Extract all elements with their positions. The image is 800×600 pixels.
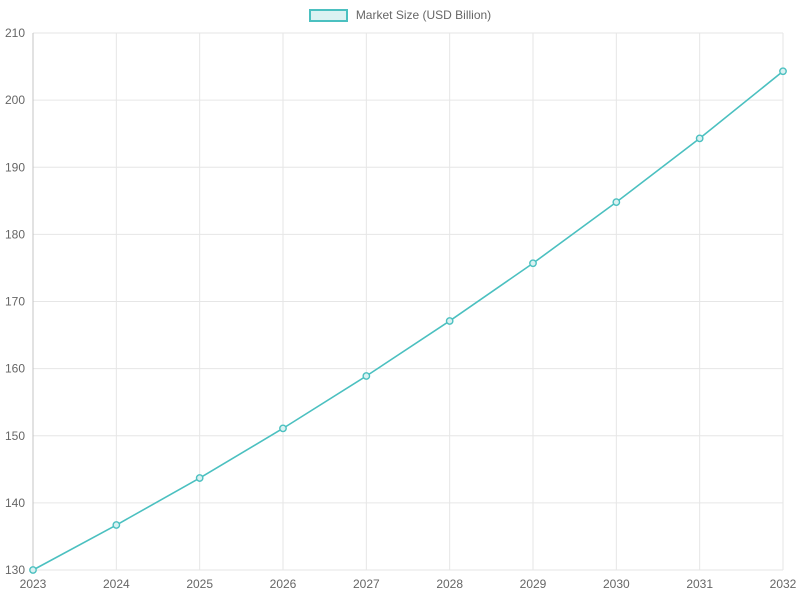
data-point[interactable]: [779, 67, 787, 76]
data-point[interactable]: [29, 566, 37, 574]
x-axis-tick-label: 2029: [520, 577, 547, 591]
data-point[interactable]: [612, 198, 621, 207]
data-point[interactable]: [445, 317, 454, 325]
y-axis-tick-label: 150: [5, 429, 25, 443]
x-axis-tick-label: 2028: [436, 577, 463, 591]
data-point[interactable]: [195, 474, 204, 482]
y-axis-tick-label: 190: [5, 160, 25, 174]
y-axis-tick-label: 130: [5, 563, 25, 577]
x-axis-tick-label: 2026: [270, 577, 297, 591]
x-axis-tick-label: 2023: [20, 577, 47, 591]
legend-swatch-icon: [308, 8, 348, 22]
y-axis-tick-label: 180: [5, 227, 25, 241]
data-point[interactable]: [695, 134, 704, 143]
data-line: [32, 70, 784, 571]
x-axis-tick-label: 2024: [103, 577, 130, 591]
data-point[interactable]: [112, 521, 121, 529]
legend-label: Market Size (USD Billion): [355, 8, 492, 22]
x-axis-tick-label: 2031: [686, 577, 713, 591]
y-axis-tick-label: 200: [5, 93, 25, 107]
y-axis-tick-label: 160: [5, 362, 25, 376]
x-axis-tick-label: 2027: [353, 577, 380, 591]
x-axis-tick-label: 2030: [603, 577, 630, 591]
x-axis-tick-label: 2032: [770, 577, 797, 591]
x-axis-tick-label: 2025: [186, 577, 213, 591]
data-point[interactable]: [279, 424, 287, 433]
data-point[interactable]: [529, 259, 537, 268]
y-axis-tick-label: 210: [5, 26, 25, 40]
y-axis-tick-label: 170: [5, 295, 25, 309]
legend-item[interactable]: Market Size (USD Billion): [0, 8, 800, 22]
y-axis-tick-label: 140: [5, 496, 25, 510]
data-point[interactable]: [362, 372, 371, 380]
